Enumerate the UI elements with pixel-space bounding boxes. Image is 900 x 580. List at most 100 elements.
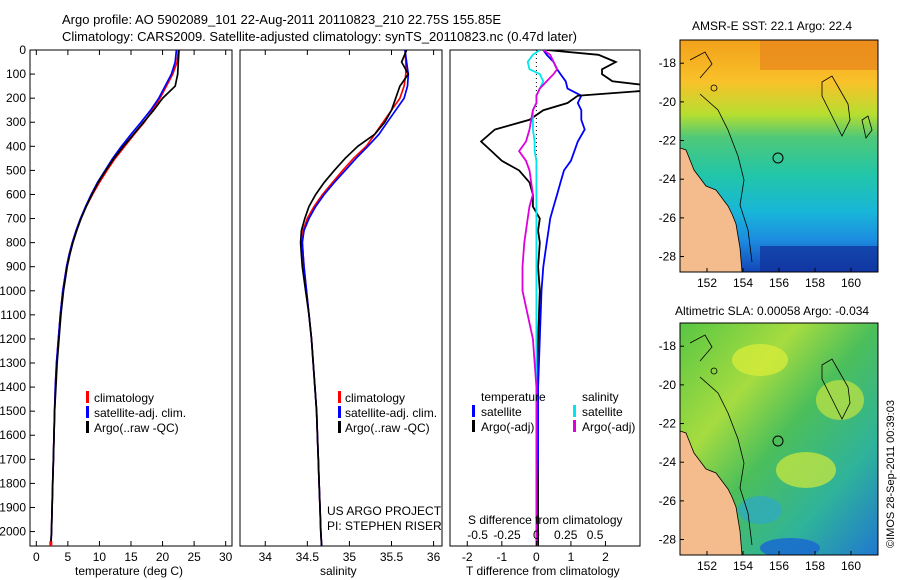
legend-swatch-sal-argo xyxy=(573,420,576,432)
series-line-temperature-satellite xyxy=(537,50,586,546)
difference-plot xyxy=(479,50,640,546)
y-tick-label: 1100 xyxy=(0,308,26,322)
reef-contour xyxy=(821,358,851,420)
shelf-contour xyxy=(689,51,753,263)
sla-high-blob xyxy=(776,452,836,488)
x-tick-label: 1 xyxy=(568,550,575,564)
y-tick-label: -18 xyxy=(659,339,677,353)
sst-map-title: AMSR-E SST: 22.1 Argo: 22.4 xyxy=(692,19,852,33)
legend-swatch-sal-satellite xyxy=(573,405,576,417)
x-tick-label: 152 xyxy=(697,559,717,573)
y-tick-label: 1800 xyxy=(0,476,26,490)
temperature-xlabel: temperature (deg C) xyxy=(75,564,183,578)
y-tick-label: -26 xyxy=(659,494,677,508)
title-line-2: Climatology: CARS2009. Satellite-adjuste… xyxy=(62,29,577,44)
legend-label: Argo(..raw -QC) xyxy=(94,421,179,435)
x-tick-label: 2 xyxy=(602,550,609,564)
top-tick-label: 0.5 xyxy=(587,528,604,542)
y-tick-label: -22 xyxy=(659,417,677,431)
difference-top-axis-label: S difference from climatology xyxy=(468,513,623,527)
y-tick-label: -24 xyxy=(659,172,677,186)
x-tick-label: 160 xyxy=(841,276,861,290)
x-tick-label: 0 xyxy=(33,550,40,564)
y-tick-label: 1200 xyxy=(0,332,26,346)
profile-location-marker xyxy=(772,152,784,164)
legend-heading-temperature: temperature xyxy=(481,390,546,404)
y-tick-label: 800 xyxy=(6,236,26,250)
y-tick-label: -26 xyxy=(659,211,677,225)
x-tick-label: 5 xyxy=(65,550,72,564)
shelf-contour xyxy=(689,334,753,546)
top-tick-label: -0.25 xyxy=(493,528,521,542)
series-line-salinity-argo-adj- xyxy=(517,50,559,546)
y-tick-label: 400 xyxy=(6,139,26,153)
profile-location-marker xyxy=(772,435,784,447)
sla-map xyxy=(680,323,878,555)
legend-label: Argo(-adj) xyxy=(582,420,635,434)
x-tick-label: 158 xyxy=(805,276,825,290)
temperature-plot xyxy=(49,50,180,546)
y-tick-label: 2000 xyxy=(0,525,26,539)
x-tick-label: 34 xyxy=(259,550,273,564)
y-tick-label: 1700 xyxy=(0,452,26,466)
y-tick-label: 1900 xyxy=(0,500,26,514)
legend-label: satellite xyxy=(582,405,623,419)
x-tick-label: 0 xyxy=(533,550,540,564)
legend-swatch-argo xyxy=(86,421,89,433)
legend-label: Argo(..raw -QC) xyxy=(345,421,430,435)
x-tick-label: 154 xyxy=(733,559,753,573)
x-tick-label: -2 xyxy=(462,550,473,564)
y-tick-label: 1500 xyxy=(0,404,26,418)
reef-contour xyxy=(821,75,851,137)
sst-warm-patch xyxy=(760,40,878,70)
legend-swatch-satellite xyxy=(338,406,341,418)
coastline-land xyxy=(680,147,743,272)
x-tick-label: 154 xyxy=(733,276,753,290)
y-tick-label: -20 xyxy=(659,95,677,109)
reef-contour-east xyxy=(861,115,873,139)
temperature-x-axis: 0 5 10 15 20 25 30 xyxy=(33,50,233,564)
pi-annotation: PI: STEPHEN RISER xyxy=(327,519,442,533)
difference-panel xyxy=(449,49,641,547)
difference-xlabel: T difference from climatology xyxy=(466,564,620,578)
sla-low-blob xyxy=(760,538,820,555)
temperature-panel xyxy=(29,49,233,547)
salinity-plot xyxy=(299,50,410,546)
sla-low-blob xyxy=(738,496,782,524)
legend-swatch-temp-argo xyxy=(472,420,475,432)
y-tick-label: 900 xyxy=(6,260,26,274)
x-tick-label: -1 xyxy=(496,550,507,564)
legend-swatch-climatology xyxy=(338,391,341,403)
y-tick-label: 0 xyxy=(19,43,26,57)
y-tick-label: -22 xyxy=(659,134,677,148)
y-tick-label: 200 xyxy=(6,91,26,105)
y-tick-label: 600 xyxy=(6,187,26,201)
sst-map xyxy=(680,40,878,272)
island-marker xyxy=(710,367,718,375)
temperature-legend: climatology satellite-adj. clim. Argo(..… xyxy=(86,391,186,435)
legend-heading-salinity: salinity xyxy=(582,390,619,404)
x-tick-label: 20 xyxy=(156,550,170,564)
top-tick-label: -0.5 xyxy=(467,528,488,542)
series-line-salinity-satellite xyxy=(526,50,545,546)
top-tick-label: 0 xyxy=(533,528,540,542)
salinity-x-axis: 34 34.5 35 35.5 36 xyxy=(259,50,441,564)
x-tick-label: 35.5 xyxy=(380,550,404,564)
legend-label: climatology xyxy=(94,391,154,405)
y-tick-label: -18 xyxy=(659,56,677,70)
project-annotation: US ARGO PROJECT xyxy=(327,504,442,518)
x-tick-label: 156 xyxy=(769,276,789,290)
x-tick-label: 158 xyxy=(805,559,825,573)
legend-swatch-climatology xyxy=(86,391,89,403)
legend-label: satellite-adj. clim. xyxy=(345,406,437,420)
legend-swatch-temp-satellite xyxy=(472,405,475,417)
legend-label: climatology xyxy=(345,391,405,405)
x-tick-label: 36 xyxy=(427,550,441,564)
x-tick-label: 34.5 xyxy=(296,550,320,564)
legend-label: Argo(-adj) xyxy=(481,420,534,434)
sla-high-blob xyxy=(732,344,788,376)
x-tick-label: 35 xyxy=(343,550,357,564)
sst-cold-patch xyxy=(760,246,878,272)
x-tick-label: 156 xyxy=(769,559,789,573)
